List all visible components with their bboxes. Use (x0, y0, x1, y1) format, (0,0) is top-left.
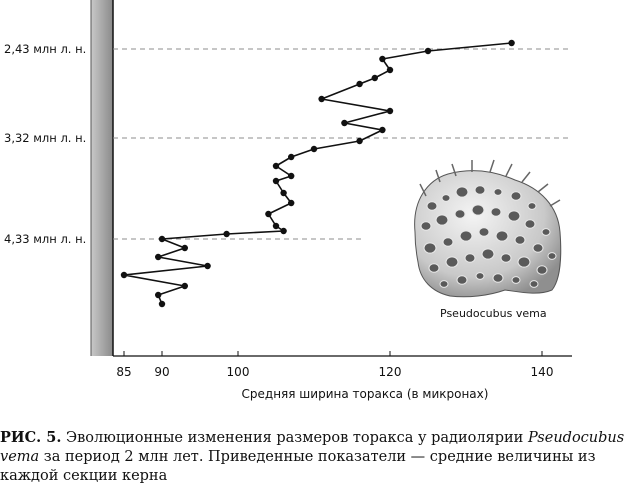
data-point (371, 74, 378, 82)
radiolarian-illustration: Pseudocubus vema (414, 159, 562, 320)
radiolarian-pore (454, 209, 466, 219)
data-point (120, 271, 128, 279)
data-point (424, 47, 432, 55)
radiolarian-pore (490, 207, 502, 217)
radiolarian-spine (521, 171, 531, 183)
radiolarian-pore (524, 219, 536, 229)
radiolarian-pore (455, 186, 469, 198)
data-point (272, 222, 280, 230)
reference-lines: 2,43 млн л. н. 3,32 млн л. н. 4,33 млн л. … (4, 42, 572, 246)
radiolarian-spine (435, 169, 441, 183)
data-point (356, 80, 363, 88)
x-tick-label: 85 (116, 365, 131, 379)
data-point (386, 107, 394, 115)
radiolarian-pore (475, 272, 485, 280)
radiolarian-pore (439, 280, 449, 288)
radiolarian-pore (435, 214, 449, 226)
radiolarian-pore (474, 185, 486, 195)
data-point (223, 230, 230, 238)
caption-text-before: Эволюционные изменения размеров торакса … (61, 430, 528, 446)
data-point (158, 300, 166, 308)
radiolarian-pore (428, 263, 440, 273)
radiolarian-spine (489, 159, 495, 173)
x-axis-title: Средняя ширина торакса (в микронах) (242, 387, 489, 401)
figure-label: РИС. 5. (0, 429, 62, 446)
data-point (288, 153, 295, 161)
radiolarian-pore (493, 188, 503, 196)
data-point (158, 235, 166, 243)
radiolarian-pore (445, 256, 459, 268)
radiolarian-pore (481, 248, 495, 260)
radiolarian-pore (529, 280, 539, 288)
radiolarian-pore (536, 265, 548, 275)
data-point (379, 126, 386, 134)
data-point (155, 291, 162, 299)
radiolarian-pore (541, 228, 551, 236)
radiolarian-pore (459, 230, 473, 242)
data-point (265, 210, 272, 218)
data-point (272, 177, 280, 185)
radiolarian-pore (442, 237, 454, 247)
data-point (181, 244, 188, 252)
radiolarian-pore (426, 201, 438, 211)
radiolarian-pores (420, 185, 557, 288)
series-points (120, 39, 515, 308)
data-point (318, 95, 325, 103)
radiolarian-pore (495, 230, 509, 242)
radiolarian-spine (549, 199, 561, 207)
data-point (181, 282, 188, 290)
reference-line-label: 2,43 млн л. н. (4, 42, 86, 56)
radiolarian-species-label: Pseudocubus vema (440, 307, 547, 320)
core-column (91, 0, 113, 356)
radiolarian-pore (471, 204, 485, 216)
data-point (272, 162, 280, 170)
x-tick-label: 140 (531, 365, 554, 379)
data-point (508, 39, 515, 47)
radiolarian-pore (420, 221, 432, 231)
radiolarian-pore (511, 276, 521, 284)
radiolarian-spines (419, 159, 561, 207)
radiolarian-pore (514, 235, 526, 245)
reference-line-label: 4,33 млн л. н. (4, 232, 86, 246)
thorax-width-chart: 2,43 млн л. н. 3,32 млн л. н. 4,33 млн л. … (4, 0, 572, 401)
radiolarian-pore (492, 273, 504, 283)
radiolarian-pore (507, 210, 521, 222)
radiolarian-spine (537, 183, 549, 193)
data-point (280, 189, 287, 197)
x-tick-label: 100 (227, 365, 250, 379)
radiolarian-pore (527, 202, 537, 210)
data-point (386, 66, 394, 74)
x-tick-label: 120 (379, 365, 402, 379)
radiolarian-pore (500, 253, 512, 263)
data-point (204, 262, 211, 270)
caption-text-after: за период 2 млн лет. Приведенные показат… (0, 449, 596, 484)
radiolarian-spine (505, 163, 513, 177)
radiolarian-pore (547, 252, 557, 260)
data-point (288, 172, 295, 180)
x-tick-label: 90 (154, 365, 169, 379)
data-point (356, 137, 363, 145)
radiolarian-pore (532, 243, 544, 253)
data-point (155, 253, 162, 261)
radiolarian-spine (451, 163, 457, 177)
x-axis-ticks: 85 90 100 120 140 (116, 351, 553, 379)
radiolarian-spine (419, 183, 427, 197)
data-point (288, 199, 295, 207)
reference-line-label: 3,32 млн л. н. (4, 131, 86, 145)
data-point (341, 119, 348, 127)
radiolarian-pore (441, 194, 451, 202)
radiolarian-pore (510, 191, 522, 201)
caption-species: Pseudocubus vema (0, 430, 625, 465)
radiolarian-pore (456, 275, 468, 285)
data-point (310, 145, 318, 153)
radiolarian-pore (478, 227, 490, 237)
radiolarian-pore (517, 256, 531, 268)
data-point (379, 55, 386, 63)
radiolarian-pore (464, 253, 476, 263)
radiolarian-pore (423, 242, 437, 254)
data-point (280, 227, 287, 235)
figure-caption: РИС. 5. Эволюционные изменения размеров … (0, 428, 631, 486)
